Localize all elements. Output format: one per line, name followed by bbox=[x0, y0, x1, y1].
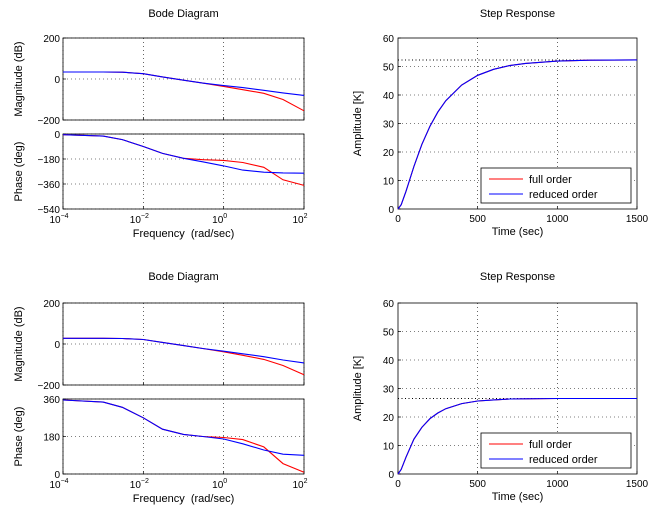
y-tick-label: 0 bbox=[54, 130, 60, 141]
tick-base: 10 bbox=[49, 480, 61, 491]
x-tick-label: 102 bbox=[292, 213, 307, 226]
y-tick-label: 10 bbox=[383, 177, 395, 188]
x-axis-label: Frequency (rad/sec) bbox=[133, 493, 234, 505]
y-tick-label: 0 bbox=[388, 205, 394, 216]
y-tick-label: 50 bbox=[383, 328, 395, 339]
tick-base: 10 bbox=[212, 480, 224, 491]
legend-label: reduced order bbox=[529, 189, 598, 201]
y-tick-label: 30 bbox=[383, 385, 395, 396]
chart-title: Step Response bbox=[480, 271, 555, 283]
tick-base: 10 bbox=[212, 215, 224, 226]
x-tick-label: 100 bbox=[212, 213, 227, 226]
tick-base: 10 bbox=[292, 480, 304, 491]
x-tick-label: 10−2 bbox=[130, 478, 149, 491]
x-tick-label: 500 bbox=[469, 479, 486, 490]
phase-panel: 360 180 0 Phase (deg) bbox=[13, 395, 305, 481]
y-tick-label: 60 bbox=[383, 299, 395, 310]
legend-label: reduced order bbox=[529, 454, 598, 466]
x-tick-label: 10−2 bbox=[130, 213, 149, 226]
legend-label: full order bbox=[529, 439, 572, 451]
tick-base: 10 bbox=[292, 215, 304, 226]
y-axis-label: Amplitude [K] bbox=[352, 356, 364, 421]
x-tick-label: 0 bbox=[395, 214, 401, 225]
y-tick-label: −200 bbox=[37, 116, 60, 127]
x-axis-label: Time (sec) bbox=[492, 491, 544, 503]
tick-exponent: 2 bbox=[304, 478, 308, 485]
y-tick-label: 200 bbox=[43, 299, 60, 310]
x-tick-label: 1500 bbox=[626, 479, 649, 490]
step-response-1: Step Response 0 500 1000 1500 0 10 20 30 40 50 60 Am… bbox=[352, 8, 649, 238]
series-line-reduced-order bbox=[397, 397, 637, 475]
y-tick-label: −200 bbox=[37, 381, 60, 392]
magnitude-panel: 200 0 −200 Magnitude (dB) bbox=[13, 34, 305, 127]
tick-base: 10 bbox=[130, 215, 142, 226]
y-tick-label: 0 bbox=[54, 75, 60, 86]
chart-title: Step Response bbox=[480, 8, 555, 20]
y-tick-label: 20 bbox=[383, 148, 395, 159]
series-line-reduced-order bbox=[63, 71, 305, 96]
x-axis-label: Frequency (rad/sec) bbox=[133, 228, 234, 240]
legend-box bbox=[480, 167, 632, 204]
chart-title: Bode Diagram bbox=[148, 271, 218, 283]
y-tick-label: 10 bbox=[383, 442, 395, 453]
y-axis-label: Phase (deg) bbox=[13, 142, 25, 202]
step-response-3: Step Response 0 500 1000 1500 0 10 20 30 40 50 60 Am… bbox=[352, 271, 649, 503]
y-tick-label: 40 bbox=[383, 356, 395, 367]
series-line-reduced-order bbox=[62, 134, 305, 174]
x-tick-label: 10−4 bbox=[49, 213, 68, 226]
x-tick-label: 1500 bbox=[626, 214, 649, 225]
x-tick-label: 100 bbox=[212, 478, 227, 491]
legend-box bbox=[480, 432, 632, 469]
y-tick-label: 360 bbox=[43, 395, 60, 406]
tick-exponent: 0 bbox=[223, 213, 227, 220]
series-line-reduced-order bbox=[62, 399, 305, 456]
y-axis-label: Magnitude (dB) bbox=[13, 306, 25, 381]
bode-diagram-0: Bode Diagram 200 0 −200 Magnitude (dB) 0 −180 −… bbox=[13, 8, 308, 240]
y-tick-label: −540 bbox=[37, 205, 60, 216]
tick-base: 10 bbox=[130, 480, 142, 491]
phase-panel: 0 −180 −360 −540 Phase (deg) bbox=[13, 130, 305, 216]
legend: full order reduced order bbox=[480, 167, 632, 204]
y-tick-label: 50 bbox=[383, 63, 395, 74]
tick-exponent: 0 bbox=[223, 478, 227, 485]
y-tick-label: 30 bbox=[383, 120, 395, 131]
y-tick-label: 20 bbox=[383, 413, 395, 424]
series-line-reduced-order bbox=[63, 337, 305, 364]
series-line-reduced-order bbox=[397, 59, 638, 210]
x-tick-label: 102 bbox=[292, 478, 307, 491]
y-axis-label: Amplitude [K] bbox=[352, 91, 364, 156]
x-tick-label: 10−4 bbox=[49, 478, 68, 491]
y-tick-label: 0 bbox=[54, 470, 60, 481]
y-tick-label: −360 bbox=[37, 180, 60, 191]
x-tick-label: 500 bbox=[469, 214, 486, 225]
y-axis-label: Phase (deg) bbox=[13, 407, 25, 467]
magnitude-panel: 200 0 −200 Magnitude (dB) bbox=[13, 299, 305, 392]
y-tick-label: 40 bbox=[383, 91, 395, 102]
legend-label: full order bbox=[529, 174, 572, 186]
tick-exponent: −2 bbox=[141, 213, 149, 220]
y-axis-label: Magnitude (dB) bbox=[13, 41, 25, 116]
y-tick-label: −180 bbox=[37, 155, 60, 166]
legend: full order reduced order bbox=[480, 432, 632, 469]
tick-exponent: −2 bbox=[141, 478, 149, 485]
plot-frame bbox=[62, 133, 305, 210]
tick-exponent: 2 bbox=[304, 213, 308, 220]
y-tick-label: 60 bbox=[383, 34, 395, 45]
tick-exponent: −4 bbox=[61, 213, 69, 220]
y-tick-label: 0 bbox=[388, 470, 394, 481]
x-axis-label: Time (sec) bbox=[492, 226, 544, 238]
y-tick-label: 0 bbox=[54, 340, 60, 351]
y-tick-label: 180 bbox=[43, 433, 60, 444]
x-tick-label: 0 bbox=[395, 479, 401, 490]
x-tick-label: 1000 bbox=[546, 479, 569, 490]
y-tick-label: 200 bbox=[43, 34, 60, 45]
x-tick-label: 1000 bbox=[546, 214, 569, 225]
tick-base: 10 bbox=[49, 215, 61, 226]
chart-title: Bode Diagram bbox=[148, 8, 218, 20]
tick-exponent: −4 bbox=[61, 478, 69, 485]
